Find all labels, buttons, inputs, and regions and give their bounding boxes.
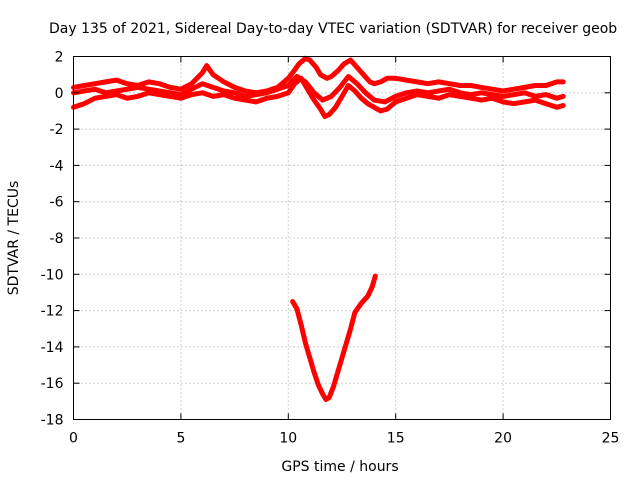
y-tick-label: 0 [55,86,64,102]
chart-title: Day 135 of 2021, Sidereal Day-to-day VTE… [49,21,617,37]
y-tick-label: -14 [41,340,64,356]
x-tick-label: 10 [279,431,297,447]
series-line [71,75,566,119]
series-line [71,74,566,105]
series-line [71,55,566,96]
y-axis-label: SDTVAR / TECUs [6,181,22,296]
x-tick-label: 5 [176,431,185,447]
y-tick-label: 2 [55,50,64,66]
grid-lines [73,56,611,420]
x-tick-label: 15 [387,431,405,447]
y-tick-label: -8 [50,231,64,247]
x-tick-label: 0 [69,431,78,447]
y-tick-label: -2 [50,122,64,138]
y-tick-label: -16 [41,376,64,392]
y-tick-label: -18 [41,413,64,429]
series-line [290,273,378,402]
x-tick-label: 25 [602,431,620,447]
y-tick-label: -4 [50,158,64,174]
data-series [71,55,566,402]
y-tick-label: -10 [41,267,64,283]
y-tick-label: -6 [50,195,64,211]
y-tick-label: -12 [41,304,64,320]
x-axis-label: GPS time / hours [281,459,398,475]
x-tick-label: 20 [494,431,512,447]
